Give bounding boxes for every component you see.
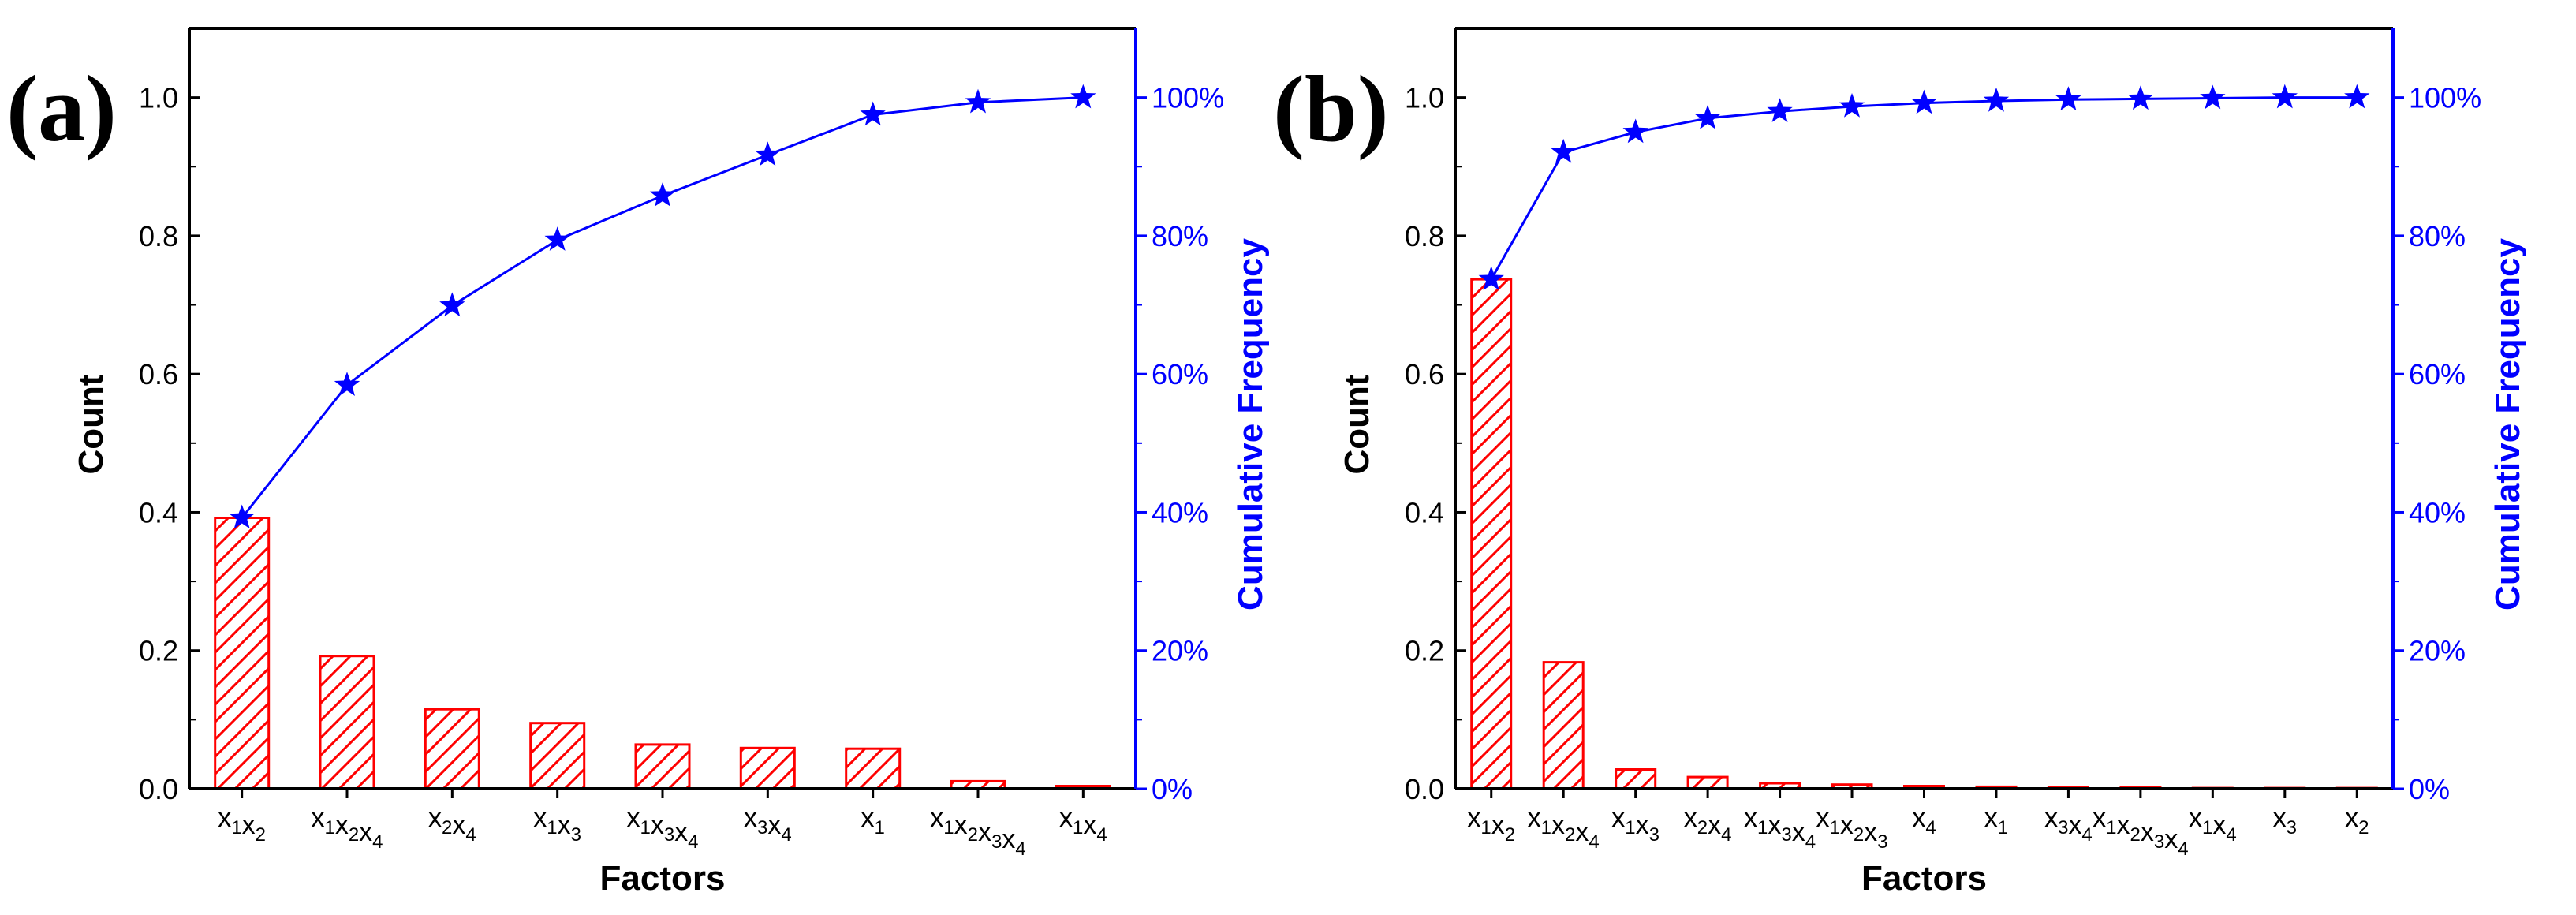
cumulative-point bbox=[334, 372, 360, 396]
category-label: x2 bbox=[2345, 803, 2369, 838]
y2-tick-label: 60% bbox=[1152, 358, 1208, 390]
cumulative-point bbox=[1622, 118, 1648, 144]
y-tick-label: 0.2 bbox=[139, 635, 178, 667]
y2-tick-label: 20% bbox=[1152, 635, 1208, 667]
y2-tick-label: 0% bbox=[2409, 773, 2450, 805]
y2-tick-label: 60% bbox=[2409, 358, 2466, 390]
category-label: x2x4 bbox=[1684, 803, 1732, 846]
bar bbox=[1686, 775, 1729, 790]
y-tick-label: 0.6 bbox=[139, 358, 178, 390]
category-label: x1x2x3x4 bbox=[930, 803, 1025, 860]
category-label: x3x4 bbox=[2044, 803, 2093, 846]
cumulative-point bbox=[965, 88, 991, 114]
bar bbox=[845, 747, 902, 790]
y-axis-title: Count bbox=[1338, 374, 1376, 474]
category-label: x1x2x4 bbox=[311, 803, 383, 853]
cumulative-point bbox=[1983, 88, 2010, 112]
category-label: x4 bbox=[1912, 803, 1936, 838]
x-axis-title: Factors bbox=[1861, 859, 1987, 898]
category-label: x2x4 bbox=[428, 803, 476, 846]
y-tick-label: 0.0 bbox=[139, 773, 178, 805]
y2-tick-label: 20% bbox=[2409, 635, 2466, 667]
bar bbox=[1615, 768, 1657, 790]
chart-panel-a: (a) 0.0 0.2 0.4 0.6 0.8 1.0 0% 20% 40% 60% 80% 100% x… bbox=[6, 27, 1270, 898]
y2-tick-label: 100% bbox=[2409, 82, 2481, 114]
category-label: x1x2x3 bbox=[1816, 803, 1887, 853]
y2-tick-label: 0% bbox=[1152, 773, 1193, 805]
cumulative-point bbox=[2055, 86, 2081, 110]
y-tick-label: 0.4 bbox=[1405, 496, 1444, 528]
y-tick-label: 0.8 bbox=[139, 220, 178, 252]
cumulative-line bbox=[1490, 96, 2358, 280]
bar bbox=[634, 743, 691, 790]
cumulative-point bbox=[1694, 104, 1721, 129]
category-label: x1x2 bbox=[218, 803, 266, 846]
bar bbox=[424, 708, 480, 790]
y-tick-label: 0.2 bbox=[1405, 635, 1444, 667]
cumulative-point bbox=[1478, 266, 1504, 290]
bar bbox=[1470, 278, 1513, 790]
category-label: x1x3x4 bbox=[1744, 803, 1816, 853]
x-axis-title: Factors bbox=[600, 859, 726, 898]
y2-tick-label: 40% bbox=[2409, 496, 2466, 528]
y2-tick-label: 80% bbox=[2409, 220, 2466, 252]
bar bbox=[1542, 661, 1585, 790]
bar bbox=[214, 517, 271, 790]
category-label: x1x3 bbox=[533, 803, 581, 846]
panel-label: (a) bbox=[6, 56, 117, 161]
bar bbox=[319, 655, 375, 790]
category-label: x1x2x4 bbox=[1528, 803, 1600, 853]
chart-panel-b: (b) 0.0 0.2 0.4 0.6 0.8 1.0 0% 20% 40% 60% 80% 100% x… bbox=[1273, 27, 2527, 898]
category-label: x3x4 bbox=[744, 803, 792, 846]
cumulative-point bbox=[1551, 138, 1577, 163]
y-tick-label: 1.0 bbox=[139, 82, 178, 114]
cumulative-point bbox=[1911, 89, 1937, 114]
category-label: x1x2x3x4 bbox=[2093, 803, 2188, 860]
y-axis-title: Count bbox=[72, 374, 110, 474]
cumulative-point bbox=[2127, 85, 2154, 110]
category-label: x1x4 bbox=[1059, 803, 1107, 846]
cumulative-point bbox=[755, 141, 781, 166]
category-label: x3 bbox=[2273, 803, 2297, 838]
y-tick-label: 0.8 bbox=[1405, 220, 1444, 252]
y2-tick-label: 80% bbox=[1152, 220, 1208, 252]
panel-label: (b) bbox=[1273, 56, 1389, 161]
y2-axis-title: Cumulative Frequency bbox=[2488, 238, 2527, 611]
y-tick-label: 0.0 bbox=[1405, 773, 1444, 805]
y-tick-label: 0.4 bbox=[139, 496, 178, 528]
cumulative-point bbox=[439, 292, 465, 317]
y-tick-label: 1.0 bbox=[1405, 82, 1444, 114]
y-tick-label: 0.6 bbox=[1405, 358, 1444, 390]
cumulative-point bbox=[2200, 84, 2226, 110]
category-label: x1x4 bbox=[2189, 803, 2237, 846]
category-label: x1 bbox=[861, 803, 884, 838]
cumulative-point bbox=[1839, 93, 1865, 118]
cumulative-point bbox=[544, 226, 570, 251]
cumulative-point bbox=[1767, 98, 1793, 122]
cumulative-line bbox=[241, 96, 1084, 519]
category-label: x1x3 bbox=[1611, 803, 1659, 846]
y2-tick-label: 40% bbox=[1152, 496, 1208, 528]
cumulative-point bbox=[649, 182, 676, 207]
category-label: x1 bbox=[1984, 803, 2008, 838]
cumulative-point bbox=[1070, 84, 1096, 109]
cumulative-point bbox=[2272, 84, 2298, 109]
y2-axis-title: Cumulative Frequency bbox=[1231, 238, 1270, 611]
cumulative-point bbox=[229, 504, 255, 529]
category-label: x1x2 bbox=[1467, 803, 1515, 846]
bar bbox=[529, 722, 586, 790]
category-label: x1x3x4 bbox=[626, 803, 698, 853]
bar bbox=[739, 746, 796, 790]
cumulative-point bbox=[860, 101, 886, 126]
cumulative-point bbox=[2344, 84, 2370, 109]
y2-tick-label: 100% bbox=[1152, 82, 1224, 114]
